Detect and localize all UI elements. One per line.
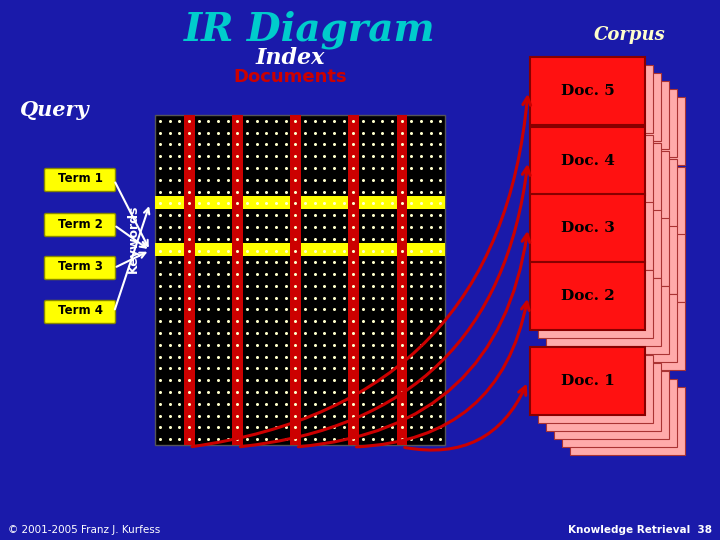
Text: IR Diagram: IR Diagram [184, 11, 436, 49]
Bar [554, 286, 669, 354]
FancyBboxPatch shape [45, 256, 115, 280]
Bar [562, 294, 677, 362]
Text: Doc. 4: Doc. 4 [561, 154, 614, 168]
Text: Term 2: Term 2 [58, 218, 102, 231]
Bar [562, 379, 677, 447]
Text: Keywords: Keywords [127, 205, 140, 273]
Bar [538, 270, 653, 338]
Text: Term 1: Term 1 [58, 172, 102, 186]
Text: Corpus: Corpus [594, 26, 666, 44]
Bar [538, 202, 653, 270]
FancyBboxPatch shape [45, 168, 115, 192]
Bar [562, 226, 677, 294]
Text: Doc. 1: Doc. 1 [561, 374, 614, 388]
Bar [554, 151, 669, 219]
FancyBboxPatch shape [45, 300, 115, 323]
Text: Doc. 5: Doc. 5 [561, 84, 614, 98]
Text: Doc. 2: Doc. 2 [561, 289, 614, 303]
Bar [546, 210, 661, 278]
Bar [570, 387, 685, 455]
Bar [155, 244, 445, 256]
Bar [155, 115, 445, 445]
Bar [530, 194, 645, 262]
Bar [554, 371, 669, 439]
Bar [570, 97, 685, 165]
Bar [562, 89, 677, 157]
Bar [570, 234, 685, 302]
Bar [530, 57, 645, 125]
Text: Knowledge Retrieval  38: Knowledge Retrieval 38 [568, 525, 712, 535]
Bar [538, 355, 653, 423]
Bar [290, 115, 301, 445]
Bar [233, 115, 243, 445]
Bar [348, 115, 359, 445]
Bar [562, 159, 677, 227]
Bar [554, 218, 669, 286]
Bar [538, 65, 653, 133]
Bar [530, 127, 645, 195]
FancyBboxPatch shape [45, 213, 115, 237]
Bar [530, 347, 645, 415]
Bar [184, 115, 194, 445]
Text: Doc. 3: Doc. 3 [561, 221, 614, 235]
Bar [530, 262, 645, 330]
Text: Term 4: Term 4 [58, 305, 102, 318]
Bar [546, 363, 661, 431]
Bar [546, 73, 661, 141]
Bar [538, 135, 653, 203]
Bar [155, 197, 445, 210]
Text: Term 3: Term 3 [58, 260, 102, 273]
Bar [397, 115, 408, 445]
Text: © 2001-2005 Franz J. Kurfess: © 2001-2005 Franz J. Kurfess [8, 525, 161, 535]
Text: Query: Query [20, 100, 90, 120]
Bar [554, 81, 669, 149]
Bar [570, 167, 685, 235]
Bar [546, 278, 661, 346]
Bar [570, 302, 685, 370]
Text: Index: Index [256, 47, 325, 69]
Bar [546, 143, 661, 211]
Text: Documents: Documents [233, 68, 347, 86]
